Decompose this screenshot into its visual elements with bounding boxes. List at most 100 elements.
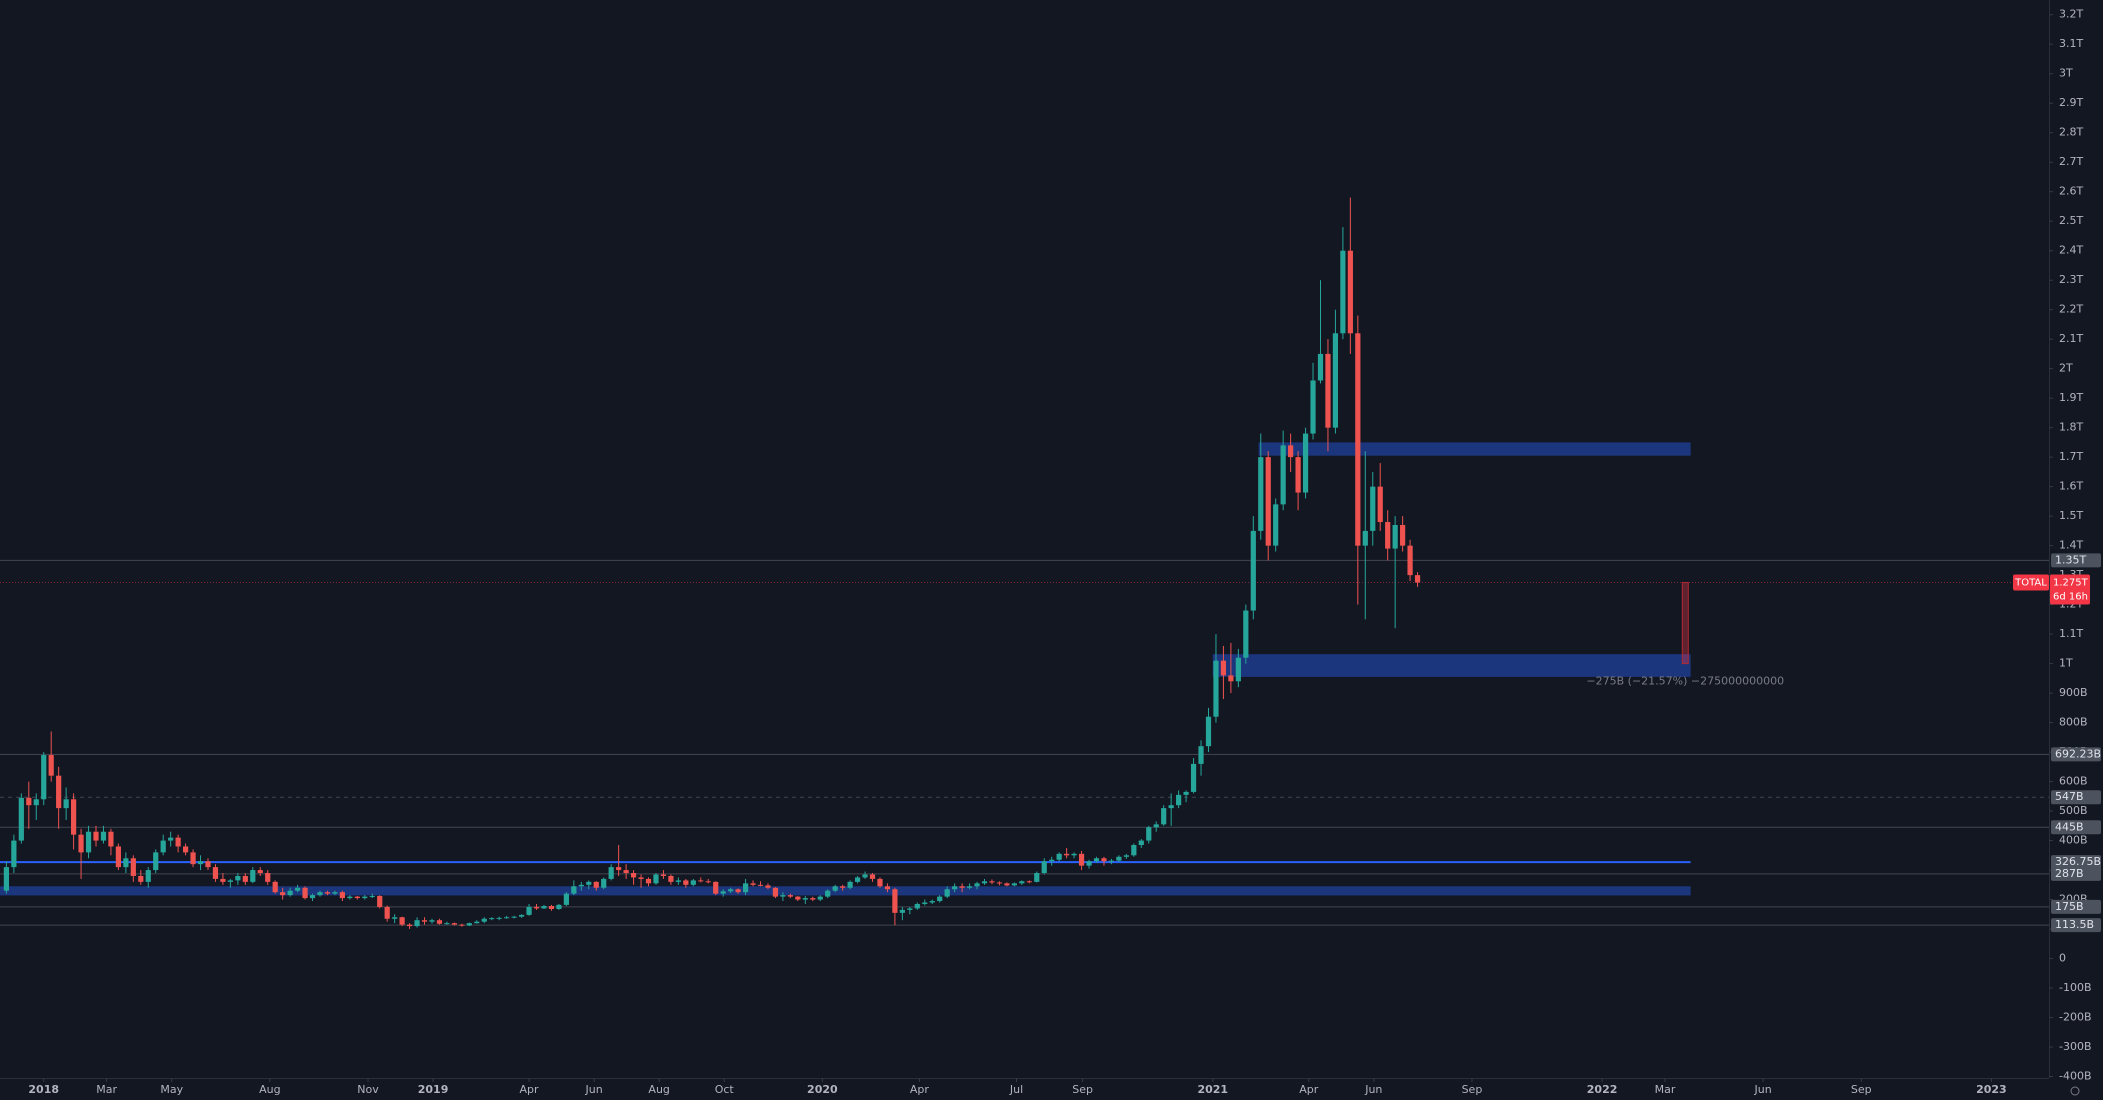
candle-body — [324, 892, 331, 894]
candle-body — [571, 886, 577, 894]
candle-body — [332, 892, 338, 894]
candle-body — [1138, 840, 1144, 845]
x-tick-label: 2021 — [1197, 1083, 1228, 1096]
candle-body — [1183, 791, 1189, 795]
candle-body — [1243, 610, 1249, 658]
candle-body — [660, 874, 667, 876]
x-tick-label: 2018 — [28, 1083, 59, 1096]
y-tick-label: 2.6T — [2059, 185, 2083, 198]
y-tick-label: 400B — [2059, 834, 2088, 847]
candle-body — [197, 861, 204, 865]
y-tick-label: 1.6T — [2059, 480, 2083, 493]
y-tick-label: 1.1T — [2059, 627, 2083, 640]
symbol-label: TOTAL — [2014, 578, 2047, 589]
candle-body — [1414, 575, 1421, 583]
y-tick-label: 2.3T — [2059, 273, 2083, 286]
candle-body — [854, 877, 861, 882]
x-tick-label: Sep — [1072, 1083, 1093, 1096]
x-tick-label: Apr — [910, 1083, 930, 1096]
candle-body — [41, 755, 47, 800]
settings-icon[interactable] — [2070, 1086, 2080, 1096]
y-tick-label: 1.9T — [2059, 391, 2083, 404]
candle-body — [533, 906, 540, 909]
candle-body — [1370, 486, 1376, 531]
level-badge — [2051, 790, 2101, 805]
candle-body — [922, 902, 928, 904]
candle-body — [616, 867, 622, 871]
y-tick-label: -400B — [2059, 1070, 2092, 1083]
candle-body — [235, 875, 241, 881]
candle-body — [1041, 861, 1047, 874]
candle-body — [362, 896, 368, 899]
candle-body — [892, 889, 898, 913]
candle-body — [1385, 522, 1391, 549]
candle-body — [1340, 250, 1346, 334]
y-tick-label: 3T — [2059, 67, 2073, 80]
x-tick-label: Jun — [585, 1083, 603, 1096]
candle-body — [765, 885, 771, 888]
y-tick-label: -200B — [2059, 1011, 2092, 1024]
candle-body — [787, 895, 793, 897]
y-tick-label: 1T — [2059, 657, 2073, 670]
candle-body — [601, 878, 607, 888]
countdown-label: 6d 16h — [2053, 592, 2088, 603]
candle-body — [832, 886, 838, 891]
candle-body — [877, 878, 883, 887]
candle-body — [1332, 333, 1339, 428]
candle-body — [1078, 853, 1085, 866]
y-tick-label: 600B — [2059, 775, 2088, 788]
candle-body — [309, 895, 316, 899]
candle-body — [1161, 808, 1167, 825]
x-tick-label: Apr — [1299, 1083, 1319, 1096]
zone — [0, 886, 1691, 896]
candle-body — [1004, 883, 1010, 886]
candle-body — [1108, 860, 1115, 862]
candle-body — [436, 920, 443, 924]
candle-body — [250, 870, 256, 882]
candle-body — [1407, 545, 1413, 576]
zone — [1258, 442, 1691, 456]
candle-body — [287, 890, 293, 896]
candle-body — [1213, 660, 1219, 717]
x-tick-label: 2020 — [807, 1083, 838, 1096]
candle-body — [123, 858, 129, 868]
candle-body — [757, 884, 764, 886]
candle-body — [474, 921, 480, 924]
candle-body — [227, 880, 233, 882]
y-tick-label: 3.1T — [2059, 37, 2083, 50]
candle-body — [937, 896, 943, 902]
candle-body — [220, 878, 226, 882]
candle-body — [272, 881, 278, 893]
level-badge — [2051, 553, 2101, 568]
candle-body — [1235, 657, 1241, 682]
candle-body — [847, 881, 853, 888]
price-badge — [2050, 574, 2090, 605]
candle-body — [1228, 675, 1234, 682]
candle-body — [175, 837, 181, 847]
y-tick-label: 1.5T — [2059, 509, 2083, 522]
candle-body — [108, 831, 114, 847]
y-tick-label: 3.2T — [2059, 8, 2083, 21]
candle-body — [1190, 763, 1197, 792]
candle-body — [1258, 457, 1264, 531]
candle-body — [294, 887, 301, 891]
x-tick-label: Aug — [259, 1083, 280, 1096]
candle-body — [160, 840, 166, 853]
candle-body — [339, 892, 345, 899]
y-tick-label: 2.8T — [2059, 126, 2083, 139]
candle-body — [526, 906, 532, 915]
candle-body — [772, 887, 779, 897]
y-tick-label: 2.2T — [2059, 303, 2083, 316]
candle-body — [489, 918, 495, 920]
candle-body — [593, 881, 599, 888]
level-badge-label: 547B — [2055, 790, 2084, 803]
x-tick-label: 2023 — [1976, 1083, 2007, 1096]
candle-body — [1347, 250, 1353, 334]
candle-body — [1250, 530, 1256, 611]
candle-body — [720, 891, 726, 894]
x-tick-label: Mar — [1655, 1083, 1676, 1096]
candle-body — [795, 896, 801, 900]
candle-body — [1273, 504, 1279, 546]
candle-body — [100, 831, 107, 841]
